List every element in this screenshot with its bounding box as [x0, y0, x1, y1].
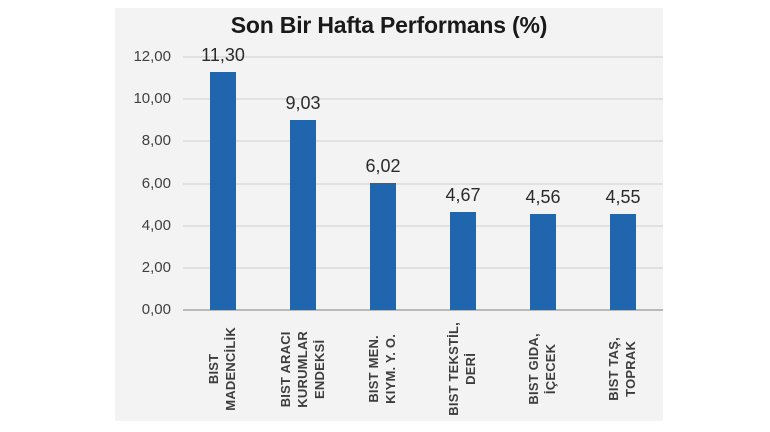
y-axis-tick-label: 10,00: [133, 90, 171, 108]
category-label: BIST TAŞ, TOPRAK: [575, 321, 671, 417]
gridline: [183, 140, 663, 143]
chart-title: Son Bir Hafta Performans (%): [230, 12, 548, 38]
bar: [290, 119, 316, 310]
y-axis-tick-label: 4,00: [141, 216, 171, 234]
gridline: [183, 56, 663, 58]
bar: [210, 71, 236, 310]
y-axis-tick-label: 8,00: [141, 132, 171, 150]
category-label-text: BIST TEKSTİL, DERİ: [446, 322, 478, 416]
category-label-text: BIST ARACI KURUMLAR ENDEKSİ: [277, 330, 327, 408]
chart-card: Son Bir Hafta Performans (%) 12,00 10,00 8…: [115, 8, 663, 421]
bar: [450, 211, 476, 310]
y-axis-tick-label: 6,00: [141, 174, 171, 192]
bar: [370, 183, 396, 310]
x-axis-line: [183, 309, 663, 311]
y-axis-tick-label: 2,00: [141, 258, 171, 276]
bar-value-label: 4,55: [605, 187, 641, 208]
plot-area: 12,00 10,00 8,00 6,00 4,00 2,00 0,00 11,30 BIST …: [115, 8, 663, 421]
bar-value-label: 4,67: [445, 184, 481, 205]
gridline: [183, 224, 663, 227]
bar-value-label: 6,02: [365, 156, 401, 177]
gridline: [183, 182, 663, 185]
category-label-text: BIST MADENCİLİK: [206, 327, 238, 411]
gridline: [183, 266, 663, 269]
bar-value-label: 4,56: [525, 186, 561, 207]
category-label-text: BIST MEN. KIYM. Y. O.: [366, 334, 398, 404]
y-axis-tick-label: 12,00: [133, 48, 171, 65]
category-label-text: BIST TAŞ, TOPRAK: [606, 337, 638, 401]
bar-value-label: 9,03: [285, 92, 321, 113]
bar: [530, 213, 556, 310]
category-label-text: BIST GIDA, İÇECEK: [526, 333, 558, 405]
y-axis-tick-label: 0,00: [141, 301, 171, 318]
bar: [610, 214, 636, 310]
gridline: [183, 98, 663, 101]
bar-value-label: 11,30: [201, 44, 245, 65]
